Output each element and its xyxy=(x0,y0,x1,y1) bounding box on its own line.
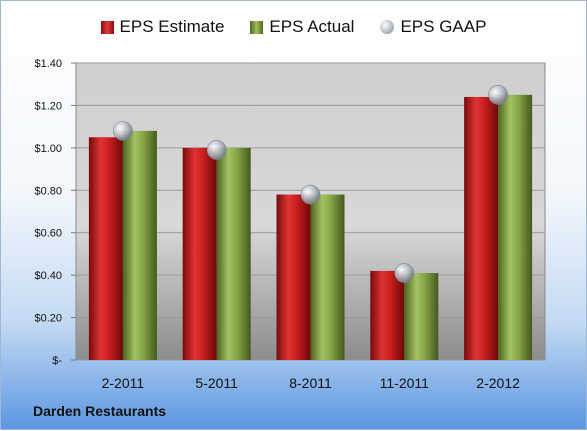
x-category-label: 11-2011 xyxy=(380,375,430,391)
legend-estimate: EPS Estimate xyxy=(100,17,225,37)
estimate-swatch-icon xyxy=(100,20,114,34)
legend-actual: EPS Actual xyxy=(250,17,354,37)
y-tick-label: $1.20 xyxy=(34,100,62,112)
x-category-label: 5-2011 xyxy=(195,375,238,391)
bar-eps-estimate xyxy=(182,147,217,360)
y-tick-label: $0.20 xyxy=(34,313,62,325)
x-category-label: 2-2011 xyxy=(102,375,145,391)
y-tick-label: $1.00 xyxy=(34,143,62,155)
marker-eps-gaap xyxy=(113,121,133,141)
marker-eps-gaap xyxy=(206,140,227,160)
y-tick-label: $0.60 xyxy=(34,228,62,240)
legend-gaap-label: EPS GAAP xyxy=(400,17,487,36)
legend-estimate-label: EPS Estimate xyxy=(119,17,225,36)
legend-gaap: EPS GAAP xyxy=(380,17,486,37)
bar-eps-actual xyxy=(310,194,345,360)
marker-eps-gaap xyxy=(300,184,321,205)
x-category-label: 8-2011 xyxy=(289,375,332,391)
marker-eps-gaap xyxy=(488,85,508,105)
bar-eps-estimate xyxy=(276,194,311,360)
legend: EPS Estimate EPS Actual EPS GAAP xyxy=(1,17,586,37)
y-tick-label: $0.80 xyxy=(34,185,62,197)
x-category-label: 2-2012 xyxy=(476,375,520,391)
bar-eps-estimate xyxy=(464,96,499,360)
bar-eps-actual xyxy=(404,273,439,360)
bar-eps-estimate xyxy=(370,270,405,360)
bar-eps-actual xyxy=(122,130,157,360)
y-tick-label: $- xyxy=(52,355,62,367)
bar-eps-estimate xyxy=(88,137,123,360)
marker-eps-gaap xyxy=(394,263,415,283)
y-tick-label: $1.40 xyxy=(34,58,62,70)
actual-swatch-icon xyxy=(250,20,264,34)
legend-actual-label: EPS Actual xyxy=(269,17,355,36)
bar-eps-actual xyxy=(216,147,251,360)
y-tick-label: $0.40 xyxy=(34,270,62,282)
company-name: Darden Restaurants xyxy=(33,403,167,419)
bar-eps-actual xyxy=(498,94,533,361)
gaap-marker-icon xyxy=(380,20,395,34)
